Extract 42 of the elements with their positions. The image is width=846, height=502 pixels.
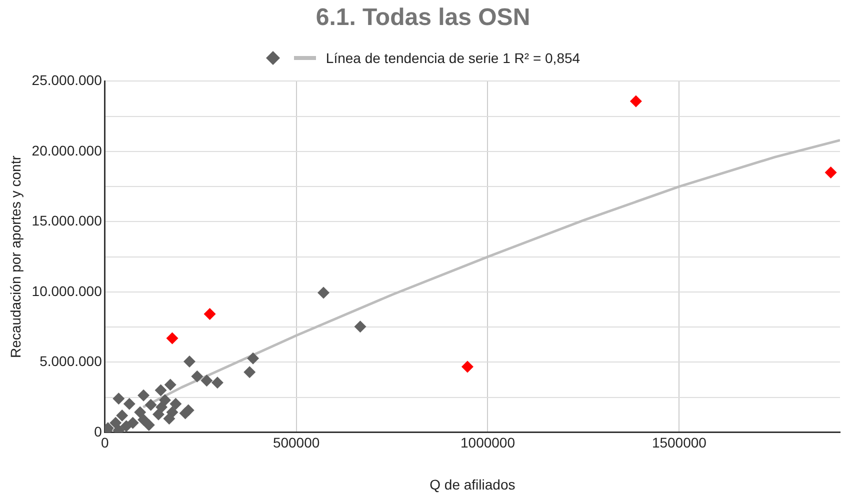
x-tick-label: 1000000 bbox=[460, 434, 516, 451]
point bbox=[110, 416, 122, 429]
point bbox=[134, 406, 146, 418]
point bbox=[200, 374, 213, 387]
point bbox=[204, 308, 216, 320]
y-tick-label: 10.000.000 bbox=[32, 282, 102, 299]
point bbox=[179, 407, 192, 420]
x-tick-label: 1500000 bbox=[652, 434, 707, 451]
point bbox=[354, 320, 366, 333]
point bbox=[170, 398, 182, 410]
legend-label: Línea de tendencia de serie 1 R² = 0,854 bbox=[326, 50, 580, 66]
point bbox=[158, 394, 171, 406]
point bbox=[163, 412, 176, 425]
point bbox=[317, 286, 330, 299]
point bbox=[156, 401, 168, 414]
point bbox=[120, 420, 132, 432]
point bbox=[112, 392, 125, 405]
point bbox=[183, 355, 196, 368]
y-tick-label: 25.000.000 bbox=[32, 72, 102, 88]
y-tick-label: 5.000.000 bbox=[40, 353, 102, 370]
point bbox=[247, 352, 260, 364]
point bbox=[142, 418, 155, 431]
point bbox=[824, 166, 837, 179]
x-axis-title: Q de afiliados bbox=[430, 476, 516, 492]
y-axis-title: Recaudación por aportes y contr bbox=[7, 155, 24, 358]
y-tick-label: 0 bbox=[94, 423, 102, 440]
point bbox=[123, 398, 136, 410]
point bbox=[461, 360, 474, 373]
point bbox=[164, 378, 176, 391]
x-tick-label: 500000 bbox=[272, 434, 320, 451]
point bbox=[191, 370, 204, 382]
y-tick-label: 20.000.000 bbox=[32, 142, 102, 158]
point bbox=[144, 398, 157, 411]
chart-title: 6.1. Todas las OSN bbox=[316, 4, 530, 32]
point bbox=[154, 384, 167, 396]
y-tick-label: 15.000.000 bbox=[32, 212, 102, 229]
point bbox=[116, 410, 128, 422]
point bbox=[166, 332, 178, 344]
point bbox=[630, 95, 642, 108]
point bbox=[211, 376, 224, 389]
point bbox=[244, 366, 256, 378]
point bbox=[138, 389, 150, 402]
